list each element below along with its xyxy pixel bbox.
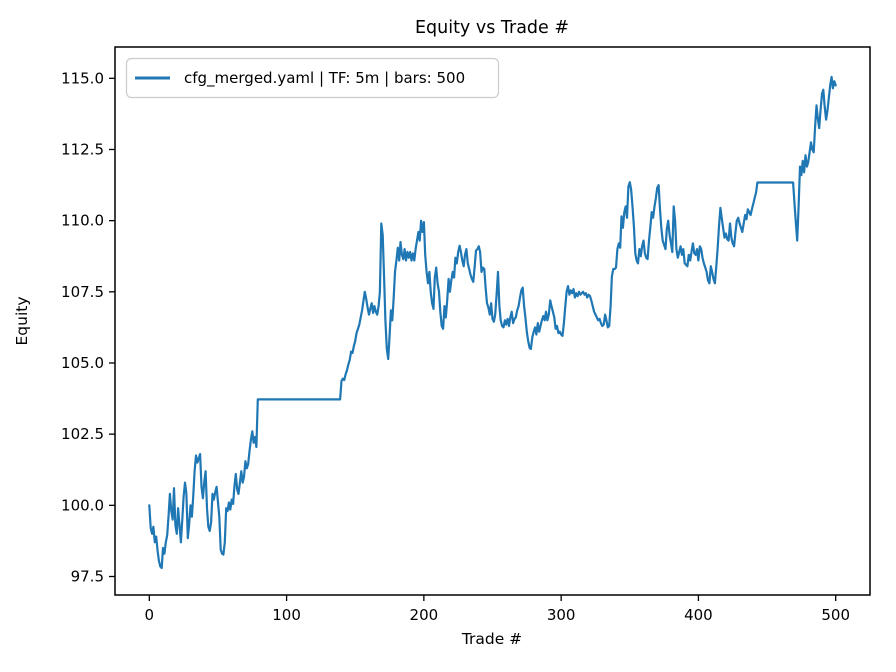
y-tick-label: 100.0 — [61, 496, 104, 514]
y-axis-label: Equity — [13, 296, 31, 345]
legend: cfg_merged.yaml | TF: 5m | bars: 500 — [125, 57, 500, 99]
legend-box — [125, 57, 500, 99]
y-tick-label: 112.5 — [61, 140, 104, 158]
x-tick-label: 0 — [145, 606, 155, 624]
x-tick-label: 200 — [410, 606, 439, 624]
x-axis-label: Trade # — [461, 630, 522, 648]
legend-label: cfg_merged.yaml | TF: 5m | bars: 500 — [184, 69, 465, 88]
x-axis-ticks: 0 100 200 300 400 500 — [145, 595, 850, 624]
x-tick-label: 500 — [821, 606, 850, 624]
x-tick-label: 400 — [684, 606, 713, 624]
chart-title: Equity vs Trade # — [415, 18, 569, 38]
x-tick-label: 300 — [547, 606, 576, 624]
y-tick-label: 97.5 — [71, 567, 104, 585]
y-tick-label: 115.0 — [61, 69, 104, 87]
plot-area-spines — [114, 46, 871, 596]
y-tick-label: 105.0 — [61, 354, 104, 372]
y-tick-label: 107.5 — [61, 283, 104, 301]
y-tick-label: 102.5 — [61, 425, 104, 443]
x-tick-label: 100 — [272, 606, 301, 624]
equity-line-series — [148, 75, 837, 570]
y-axis-ticks: 97.5 100.0 102.5 105.0 107.5 110.0 112.5 115.0 — [61, 69, 115, 585]
y-tick-label: 110.0 — [61, 212, 104, 230]
